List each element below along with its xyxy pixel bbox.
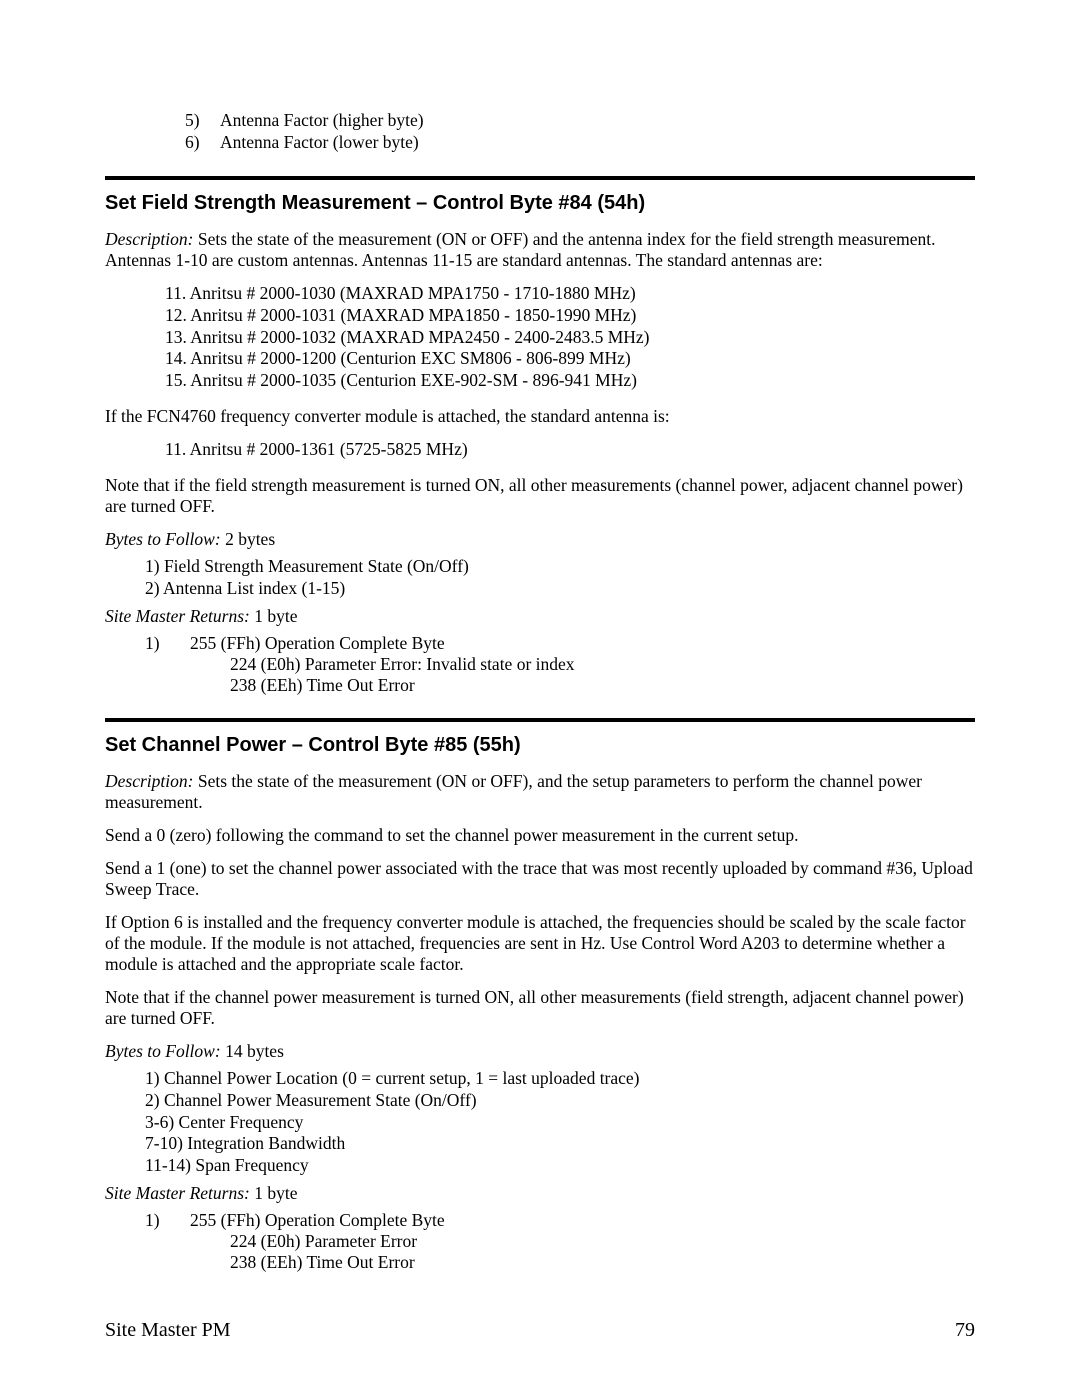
fcn-note: If the FCN4760 frequency converter modul… [105, 406, 975, 427]
list-item: 15. Anritsu # 2000-1035 (Centurion EXE-9… [165, 370, 975, 392]
list-item: 11. Anritsu # 2000-1030 (MAXRAD MPA1750 … [165, 283, 975, 305]
section-rule [105, 718, 975, 722]
bytes-to-follow: Bytes to Follow: 14 bytes [105, 1041, 975, 1062]
description-label: Description: [105, 229, 193, 249]
bytes-to-follow: Bytes to Follow: 2 bytes [105, 529, 975, 550]
item-number: 5) [185, 110, 220, 132]
list-item: 1) 255 (FFh) Operation Complete Byte [145, 1210, 975, 1231]
item-number: 1) [145, 1210, 190, 1231]
section-heading: Set Field Strength Measurement – Control… [105, 192, 975, 215]
returns-line: Site Master Returns: 1 byte [105, 1183, 975, 1204]
page-number: 79 [955, 1319, 975, 1342]
list-item: 2) Channel Power Measurement State (On/O… [145, 1090, 975, 1112]
paragraph: Send a 1 (one) to set the channel power … [105, 858, 975, 900]
returns-value: 1 byte [250, 606, 298, 626]
paragraph: Note that if the channel power measureme… [105, 987, 975, 1029]
list-item: 13. Anritsu # 2000-1032 (MAXRAD MPA2450 … [165, 327, 975, 349]
item-number: 6) [185, 132, 220, 154]
item-text: 255 (FFh) Operation Complete Byte [190, 633, 445, 654]
item-text: Antenna Factor (higher byte) [220, 110, 424, 132]
list-item: 11. Anritsu # 2000-1361 (5725-5825 MHz) [165, 439, 975, 461]
list-item: 3-6) Center Frequency [145, 1112, 975, 1134]
returns-label: Site Master Returns: [105, 606, 250, 626]
list-item: 5) Antenna Factor (higher byte) [185, 110, 975, 132]
antenna-factor-list: 5) Antenna Factor (higher byte) 6) Anten… [185, 110, 975, 154]
list-item: 224 (E0h) Parameter Error: Invalid state… [230, 654, 975, 675]
bytes-items: 1) Field Strength Measurement State (On/… [145, 556, 975, 600]
description-text: Sets the state of the measurement (ON or… [105, 229, 936, 270]
list-item: 1) Channel Power Location (0 = current s… [145, 1068, 975, 1090]
section-heading: Set Channel Power – Control Byte #85 (55… [105, 734, 975, 757]
list-item: 7-10) Integration Bandwidth [145, 1133, 975, 1155]
list-item: 224 (E0h) Parameter Error [230, 1231, 975, 1252]
returns-block: 1) 255 (FFh) Operation Complete Byte 224… [145, 633, 975, 696]
page: 5) Antenna Factor (higher byte) 6) Anten… [0, 0, 1080, 1397]
section-rule [105, 176, 975, 180]
description-label: Description: [105, 771, 193, 791]
note-paragraph: Note that if the field strength measurem… [105, 475, 975, 517]
description-paragraph: Description: Sets the state of the measu… [105, 771, 975, 813]
list-item: 11-14) Span Frequency [145, 1155, 975, 1177]
description-text: Sets the state of the measurement (ON or… [105, 771, 922, 812]
item-text: Antenna Factor (lower byte) [220, 132, 419, 154]
bytes-items: 1) Channel Power Location (0 = current s… [145, 1068, 975, 1177]
list-item: 14. Anritsu # 2000-1200 (Centurion EXC S… [165, 348, 975, 370]
list-item: 6) Antenna Factor (lower byte) [185, 132, 975, 154]
list-item: 12. Anritsu # 2000-1031 (MAXRAD MPA1850 … [165, 305, 975, 327]
fcn-antenna-list: 11. Anritsu # 2000-1361 (5725-5825 MHz) [165, 439, 975, 461]
list-item: 1) 255 (FFh) Operation Complete Byte [145, 633, 975, 654]
footer-title: Site Master PM [105, 1319, 231, 1342]
item-text: 255 (FFh) Operation Complete Byte [190, 1210, 445, 1231]
bytes-value: 14 bytes [221, 1041, 284, 1061]
standard-antennas-list: 11. Anritsu # 2000-1030 (MAXRAD MPA1750 … [165, 283, 975, 392]
description-paragraph: Description: Sets the state of the measu… [105, 229, 975, 271]
bytes-label: Bytes to Follow: [105, 529, 221, 549]
item-number: 1) [145, 633, 190, 654]
list-item: 2) Antenna List index (1-15) [145, 578, 975, 600]
returns-value: 1 byte [250, 1183, 298, 1203]
bytes-value: 2 bytes [221, 529, 275, 549]
paragraph: Send a 0 (zero) following the command to… [105, 825, 975, 846]
returns-line: Site Master Returns: 1 byte [105, 606, 975, 627]
returns-label: Site Master Returns: [105, 1183, 250, 1203]
bytes-label: Bytes to Follow: [105, 1041, 221, 1061]
returns-block: 1) 255 (FFh) Operation Complete Byte 224… [145, 1210, 975, 1273]
page-footer: Site Master PM 79 [105, 1319, 975, 1342]
list-item: 238 (EEh) Time Out Error [230, 1252, 975, 1273]
list-item: 1) Field Strength Measurement State (On/… [145, 556, 975, 578]
paragraph: If Option 6 is installed and the frequen… [105, 912, 975, 975]
list-item: 238 (EEh) Time Out Error [230, 675, 975, 696]
